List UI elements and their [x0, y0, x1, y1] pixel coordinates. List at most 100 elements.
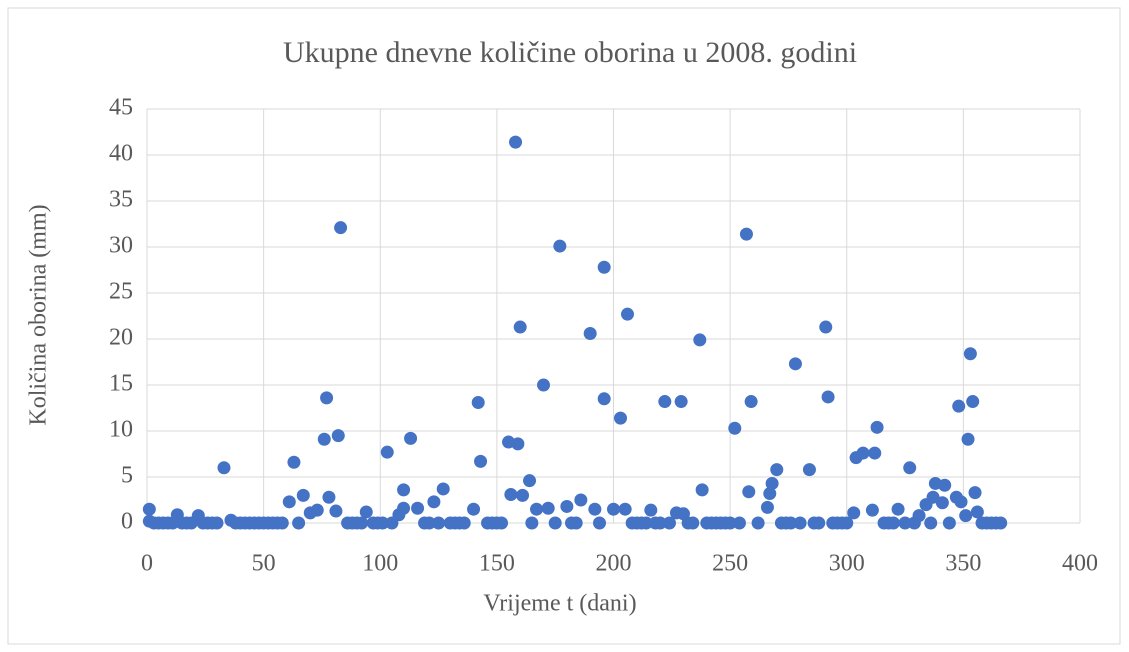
point: [513, 320, 527, 334]
x-tick-label: 350: [945, 551, 981, 577]
point: [728, 421, 742, 435]
x-tick-label: 400: [1062, 551, 1098, 577]
point: [217, 461, 231, 475]
y-tick-label: 25: [109, 279, 133, 305]
point: [320, 391, 334, 405]
point: [530, 502, 544, 516]
point: [639, 516, 653, 530]
y-tick-label: 45: [109, 95, 133, 121]
point: [292, 516, 306, 530]
point: [588, 502, 602, 516]
point: [924, 516, 938, 530]
x-tick-label: 200: [596, 551, 632, 577]
point: [397, 483, 411, 497]
point: [938, 478, 952, 492]
point: [457, 516, 471, 530]
point: [331, 429, 345, 443]
point: [968, 486, 982, 500]
point: [674, 395, 688, 409]
point: [891, 502, 905, 516]
point: [432, 516, 446, 530]
point: [334, 221, 348, 235]
point: [954, 495, 968, 509]
point: [329, 504, 343, 518]
point: [644, 503, 658, 517]
x-tick-label: 300: [829, 551, 865, 577]
point: [907, 516, 921, 530]
y-tick-label: 35: [109, 187, 133, 213]
x-tick-label: 150: [479, 551, 515, 577]
point: [422, 516, 436, 530]
y-tick-label: 0: [121, 509, 133, 535]
point: [856, 446, 870, 460]
point: [898, 516, 912, 530]
point: [525, 516, 539, 530]
point: [317, 432, 331, 446]
point: [952, 399, 966, 413]
point: [397, 501, 411, 515]
point: [788, 357, 802, 371]
point: [359, 505, 373, 519]
x-tick-label: 250: [712, 551, 748, 577]
grid: [146, 108, 1081, 524]
x-axis-title: Vrijeme t (dani): [483, 591, 636, 617]
point: [467, 502, 481, 516]
point: [569, 516, 583, 530]
point: [870, 420, 884, 434]
point: [620, 307, 634, 321]
point: [763, 487, 777, 501]
chart-title: Ukupne dnevne količine oborina u 2008. g…: [283, 36, 857, 69]
point: [970, 505, 984, 519]
point: [819, 320, 833, 334]
point: [994, 516, 1008, 530]
point: [574, 493, 588, 507]
point: [296, 488, 310, 502]
point: [658, 395, 672, 409]
point: [436, 482, 450, 496]
point: [742, 485, 756, 499]
point: [693, 333, 707, 347]
point: [474, 454, 488, 468]
point: [613, 411, 627, 425]
point: [607, 502, 620, 516]
point: [744, 395, 758, 409]
point: [166, 516, 180, 530]
point: [287, 455, 301, 469]
point: [802, 463, 816, 477]
point: [793, 516, 807, 530]
point: [935, 496, 949, 510]
point: [686, 516, 700, 530]
point: [385, 516, 399, 530]
y-tick-label: 10: [109, 417, 133, 443]
point: [427, 495, 441, 509]
point: [751, 516, 765, 530]
point: [942, 516, 956, 530]
point: [548, 516, 562, 530]
point: [560, 499, 574, 513]
point: [966, 395, 980, 409]
point: [723, 516, 737, 530]
point: [504, 487, 518, 501]
point: [355, 516, 369, 530]
point: [770, 463, 784, 477]
point: [812, 516, 826, 530]
point: [275, 516, 289, 530]
point: [784, 516, 798, 530]
x-tick-label: 0: [141, 551, 153, 577]
chart-frame: [7, 7, 1121, 645]
point: [516, 488, 530, 502]
point: [653, 516, 667, 530]
point: [597, 392, 611, 406]
point: [541, 501, 555, 515]
point: [376, 516, 390, 530]
y-tick-label: 15: [109, 371, 133, 397]
point: [765, 476, 779, 490]
point: [282, 495, 296, 509]
point: [210, 516, 224, 530]
point: [411, 501, 425, 515]
point: [553, 239, 567, 253]
point: [511, 437, 525, 451]
y-tick-label: 40: [109, 141, 133, 167]
point: [865, 503, 879, 517]
y-axis-title: Količina oborina (mm): [26, 204, 52, 425]
